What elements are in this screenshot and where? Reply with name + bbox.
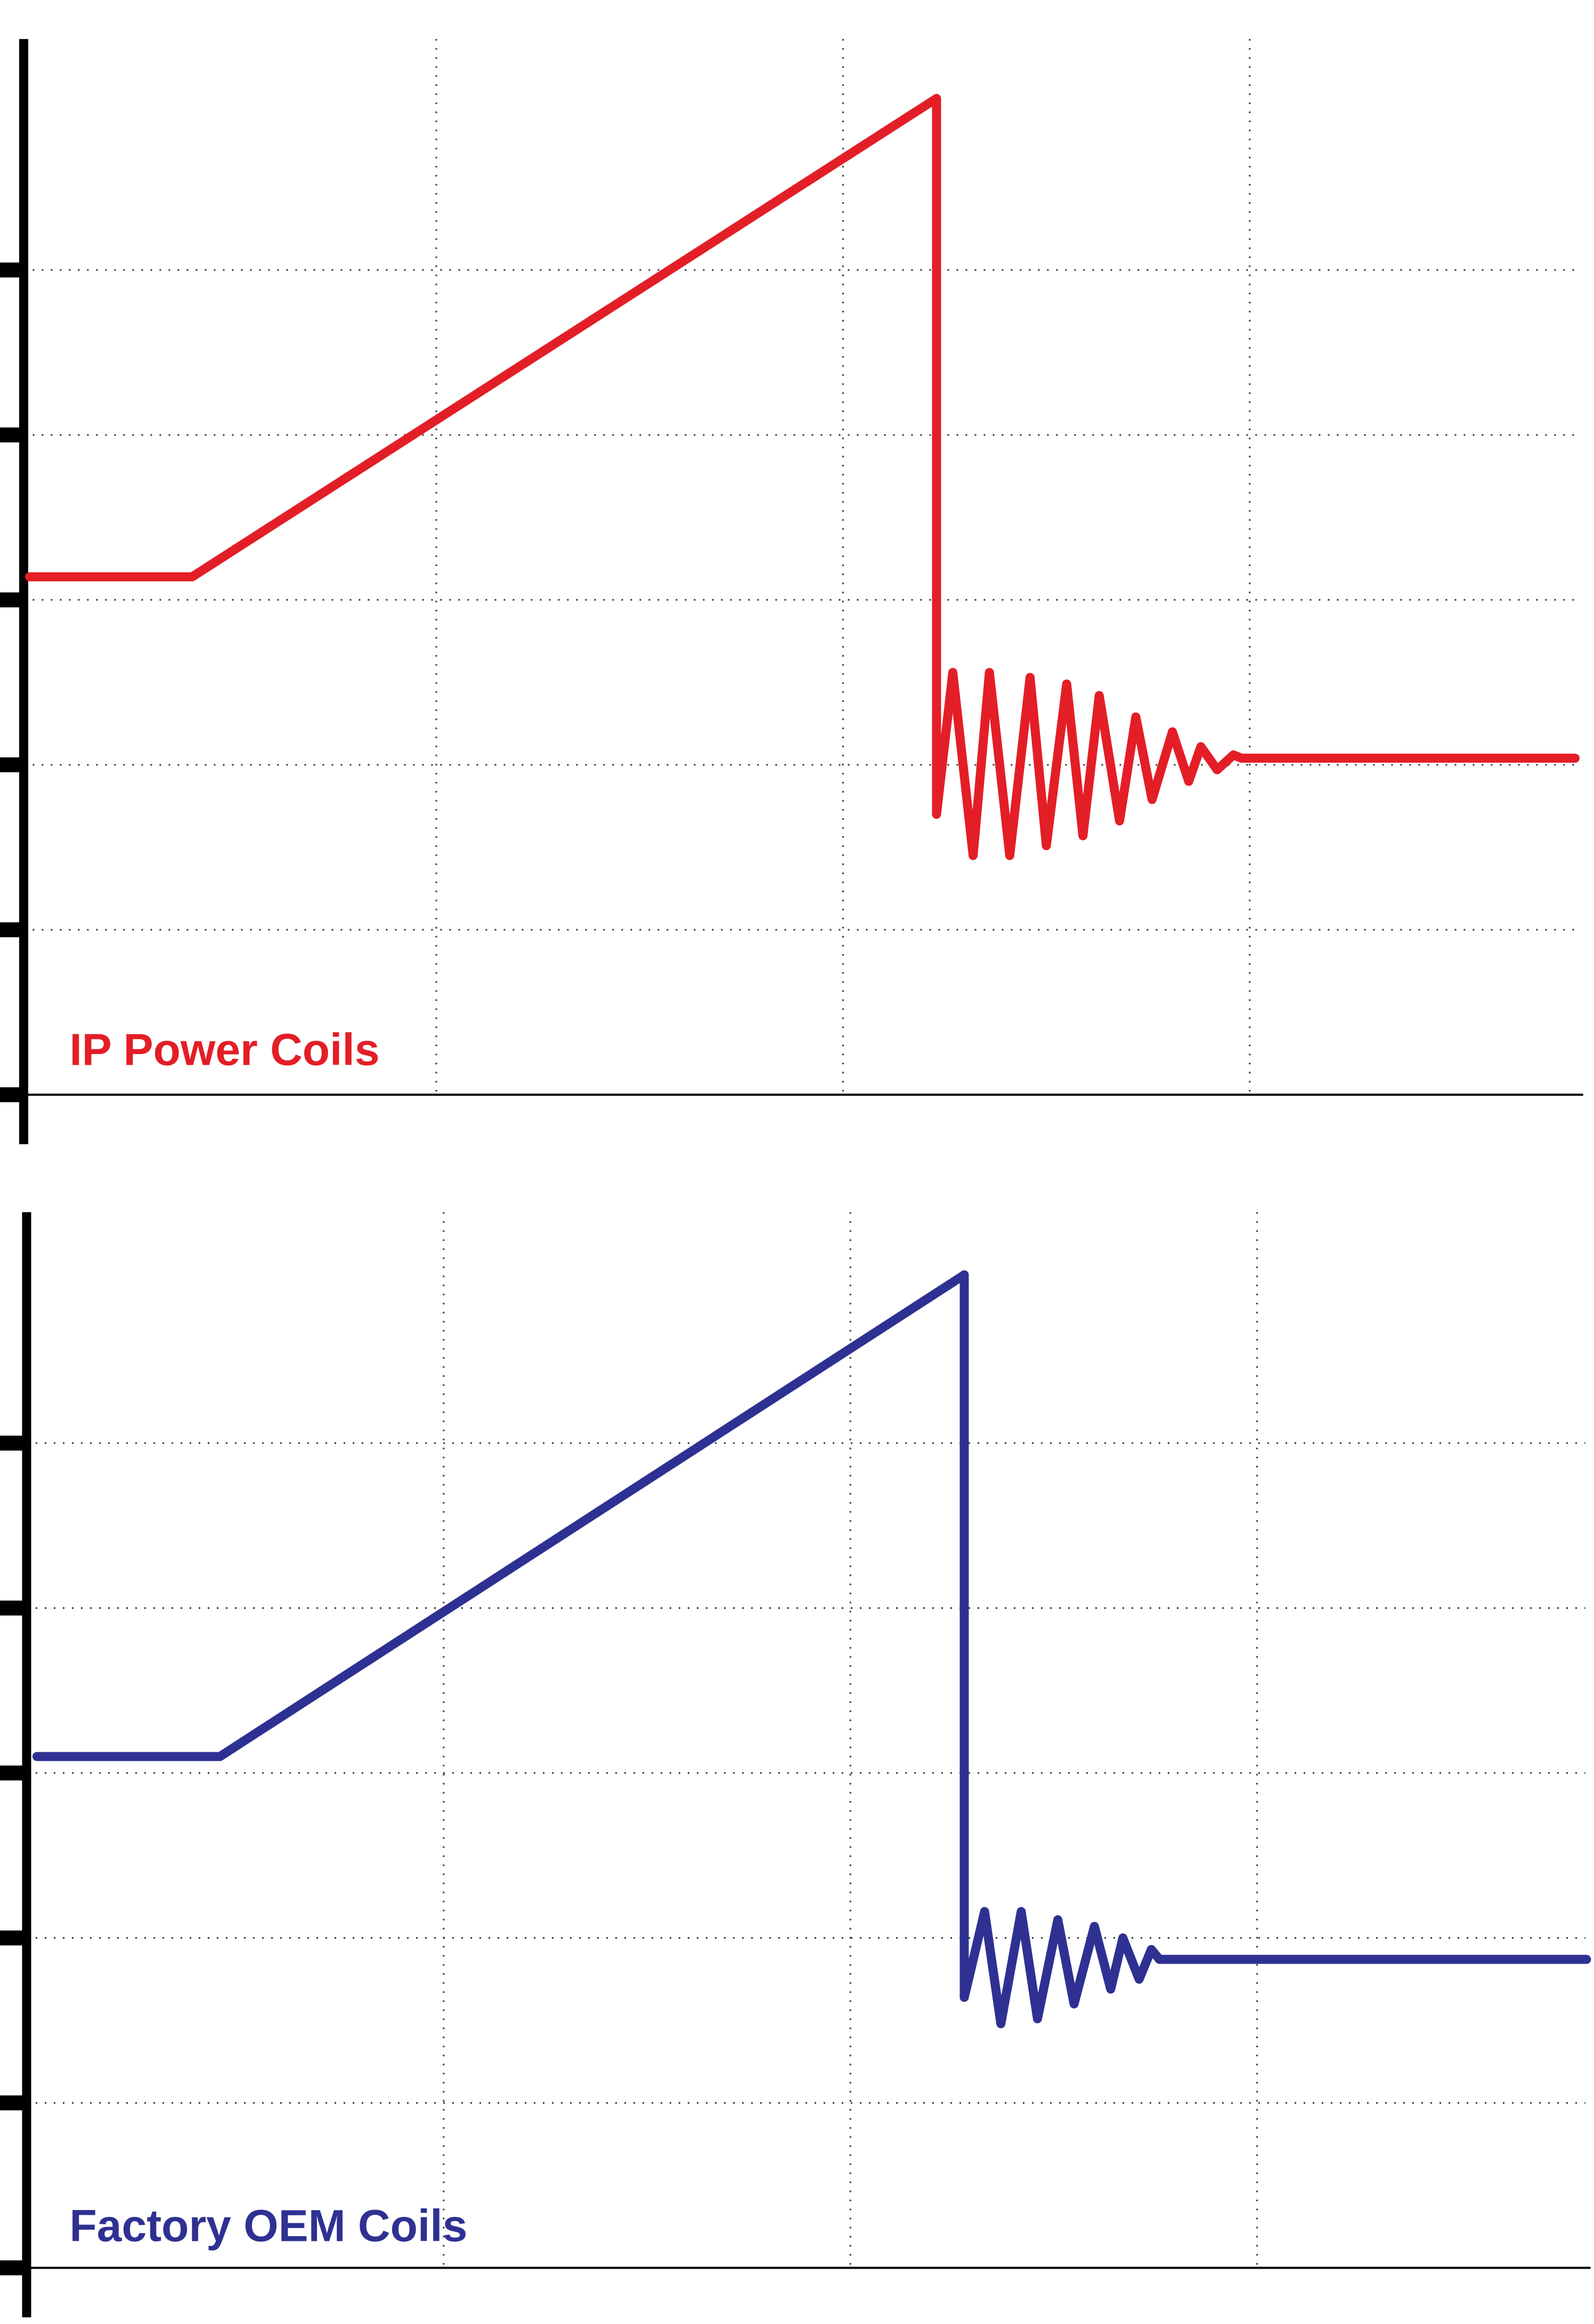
line-series bbox=[32, 1270, 1591, 2029]
series-label: IP Power Coils bbox=[69, 1025, 379, 1075]
series-label: Factory OEM Coils bbox=[69, 2201, 467, 2251]
line-series bbox=[25, 94, 1580, 860]
